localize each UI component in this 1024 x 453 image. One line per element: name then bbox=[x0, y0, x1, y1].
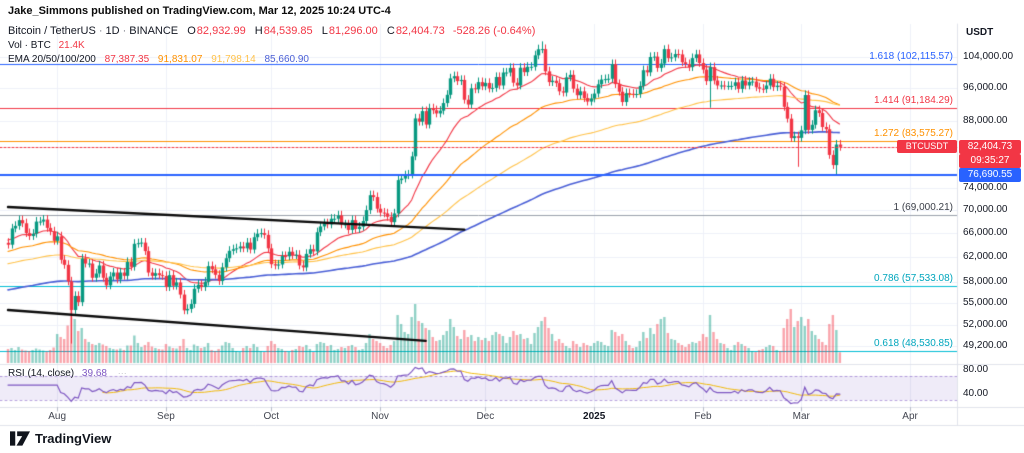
rsi-value: 39.68 bbox=[81, 368, 107, 379]
price-axis-label: 55,000.00 bbox=[963, 296, 1008, 308]
chart-legend: Bitcoin / TetherUS · 1D · BINANCE O82,932.99… bbox=[8, 25, 535, 67]
volume-legend-row[interactable]: Vol · BTC 21.4K bbox=[8, 39, 535, 52]
volume-value: 21.4K bbox=[58, 40, 85, 51]
ema20-value: 87,387.35 bbox=[104, 54, 150, 65]
price-axis-label: 70,000.00 bbox=[963, 203, 1008, 215]
time-axis-label: Mar bbox=[792, 411, 810, 422]
symbol-price-label: BTCUSDT bbox=[897, 140, 957, 154]
ema50-value: 91,831.07 bbox=[157, 54, 203, 65]
low-value: 81,296.00 bbox=[328, 25, 378, 37]
fib-level-label: 1.414 (91,184.29) bbox=[874, 94, 953, 106]
price-axis-label: 66,000.00 bbox=[963, 226, 1008, 238]
time-axis-label: Sep bbox=[157, 411, 175, 422]
symbol-name: Bitcoin / TetherUS bbox=[8, 25, 96, 37]
rsi-axis-label: 40.00 bbox=[963, 388, 989, 399]
rsi-axis-label: 80.00 bbox=[963, 364, 989, 375]
time-axis-label: Oct bbox=[263, 411, 280, 422]
time-axis-label: Dec bbox=[476, 411, 495, 422]
high-value: 84,539.85 bbox=[263, 25, 313, 37]
fib-level-label: 0.618 (48,530.85) bbox=[874, 338, 953, 350]
time-axis-label: Feb bbox=[694, 411, 712, 422]
open-label: O bbox=[187, 25, 196, 37]
last-price-badge: 82,404.73 bbox=[959, 139, 1021, 154]
close-label: C bbox=[386, 25, 395, 37]
time-axis-label: Apr bbox=[902, 411, 918, 422]
price-axis-label: 49,200.00 bbox=[963, 339, 1008, 351]
exchange-label: BINANCE bbox=[129, 25, 179, 37]
ema-legend-row[interactable]: EMA 20/50/100/200 87,387.35 91,831.07 91… bbox=[8, 53, 535, 66]
axis-currency-label: USDT bbox=[966, 27, 994, 38]
separator: · bbox=[122, 25, 127, 37]
ema-label: EMA 20/50/100/200 bbox=[8, 54, 96, 65]
price-axis-label: 62,000.00 bbox=[963, 250, 1008, 262]
tradingview-logo-icon bbox=[10, 431, 30, 446]
ray-price-badge: 76,690.55 bbox=[959, 167, 1021, 182]
rsi-legend-row[interactable]: RSI (14, close) 39.68 ⋯ bbox=[8, 368, 129, 379]
tradingview-logo-text: TradingView bbox=[35, 431, 112, 446]
time-axis-label: 2025 bbox=[583, 411, 606, 422]
ema200-value: 85,660.90 bbox=[264, 54, 309, 65]
countdown-badge: 09:35:27 bbox=[959, 153, 1021, 168]
ema100-value: 91,798.14 bbox=[211, 54, 256, 65]
fib-level-label: 1 (69,000.21) bbox=[893, 202, 954, 214]
price-axis-label: 52,000.00 bbox=[963, 318, 1008, 330]
volume-label: Vol · BTC bbox=[8, 40, 51, 51]
publisher-note: Jake_Simmons published on TradingView.co… bbox=[8, 5, 391, 17]
fib-level-label: 0.786 (57,533.08) bbox=[874, 272, 953, 284]
rsi-more-options-icon[interactable]: ⋯ bbox=[117, 368, 129, 378]
tradingview-logo[interactable]: TradingView bbox=[10, 431, 111, 446]
time-axis-label: Aug bbox=[48, 411, 67, 422]
fib-level-label: 1.618 (102,115.57) bbox=[869, 51, 953, 63]
price-axis-label: 104,000.00 bbox=[963, 51, 1014, 62]
separator: · bbox=[98, 25, 103, 37]
price-axis-label: 58,000.00 bbox=[963, 276, 1008, 288]
timeframe-label: 1D bbox=[105, 25, 120, 37]
price-axis-label: 96,000.00 bbox=[963, 81, 1008, 93]
time-axis-label: Nov bbox=[371, 411, 389, 422]
price-axis-label: 88,000.00 bbox=[963, 115, 1008, 127]
high-label: H bbox=[254, 25, 263, 37]
low-label: L bbox=[321, 25, 328, 37]
open-value: 82,932.99 bbox=[196, 25, 246, 37]
close-value: 82,404.73 bbox=[395, 25, 445, 37]
rsi-label: RSI (14, close) bbox=[8, 368, 75, 379]
fib-level-label: 1.272 (83,575.27) bbox=[874, 128, 953, 140]
change-value: -528.26 (-0.64%) bbox=[452, 25, 536, 37]
symbol-legend-row[interactable]: Bitcoin / TetherUS · 1D · BINANCE O82,932.99… bbox=[8, 25, 535, 38]
price-axis-label: 74,000.00 bbox=[963, 182, 1008, 194]
